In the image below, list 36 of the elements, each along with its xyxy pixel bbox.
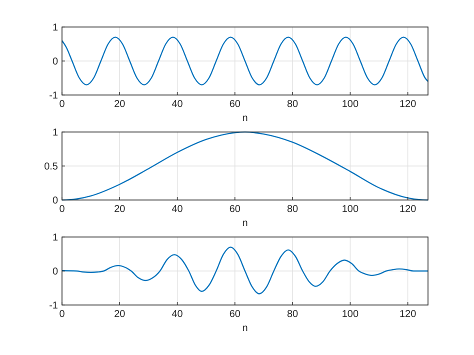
x-tick-label: 120: [399, 204, 417, 215]
y-tick-label: 0: [52, 196, 58, 206]
x-tick-label: 0: [59, 204, 66, 215]
x-tick-label: 0: [59, 99, 66, 110]
y-tick-label: -1: [49, 90, 58, 102]
x-tick-label: 40: [172, 309, 184, 320]
x-tick-label: 80: [286, 309, 299, 320]
x-tick-label: 20: [114, 309, 126, 320]
x-axis-title: n: [242, 113, 248, 124]
x-tick-label: 60: [229, 99, 241, 110]
x-tick-label: 60: [229, 204, 241, 215]
x-tick-label: 120: [399, 99, 417, 110]
x-tick-label: 20: [114, 99, 126, 110]
y-tick-label: 1: [52, 232, 58, 244]
x-tick-label: 40: [172, 204, 184, 215]
line-series: [61, 131, 429, 201]
x-tick-label: 80: [286, 204, 299, 215]
y-tick-label: 0: [52, 266, 58, 278]
y-tick-label: 1: [52, 128, 58, 138]
x-tick-label: 60: [229, 309, 241, 320]
x-tick-label: 100: [342, 309, 359, 320]
y-tick-label: 0: [52, 56, 58, 68]
x-tick-label: 120: [399, 309, 417, 320]
x-tick-label: 100: [342, 99, 359, 110]
x-axis-title: n: [242, 323, 248, 334]
x-tick-label: 0: [59, 309, 66, 320]
line-series: [61, 246, 429, 294]
y-tick-label: 1: [52, 22, 58, 34]
y-tick-label: -1: [49, 300, 58, 312]
line-series: [61, 36, 429, 86]
x-tick-label: 40: [172, 99, 184, 110]
x-tick-label: 100: [342, 204, 359, 215]
x-tick-label: 20: [114, 204, 126, 215]
y-tick-label: 0.5: [44, 162, 58, 172]
x-tick-label: 80: [286, 99, 299, 110]
x-axis-title: n: [242, 218, 248, 229]
